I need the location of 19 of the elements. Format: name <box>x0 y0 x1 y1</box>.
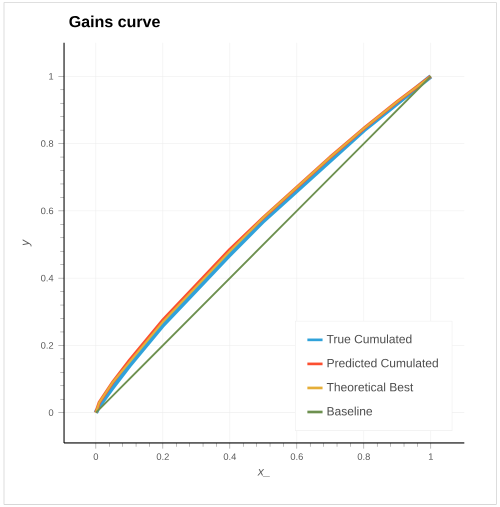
y-tick-label: 1 <box>48 73 54 80</box>
legend-label: Theoretical Best <box>326 382 414 392</box>
x-tick-label: 0.6 <box>290 453 303 460</box>
x-axis-title: x_ <box>257 469 270 477</box>
y-tick-label: 0.4 <box>40 274 54 282</box>
legend-label: Baseline <box>327 406 372 416</box>
y-tick-label: 0.8 <box>40 140 54 147</box>
y-tick-label: 0 <box>48 409 54 416</box>
legend-label: True Cumulated <box>326 334 412 344</box>
x-tick-label: 1 <box>428 453 433 460</box>
y-tick-label: 0.6 <box>40 208 54 214</box>
y-tick-label: 0.2 <box>40 342 54 349</box>
chart-title: Gains curve <box>69 16 160 28</box>
x-tick-label: 0.4 <box>224 453 236 460</box>
x-tick-label: 0 <box>93 453 98 460</box>
x-tick-label: 0.8 <box>358 453 370 460</box>
x-tick-label: 0.2 <box>156 453 169 460</box>
legend-label: Predicted Cumulated <box>327 358 438 368</box>
y-axis-title: y <box>22 239 32 247</box>
